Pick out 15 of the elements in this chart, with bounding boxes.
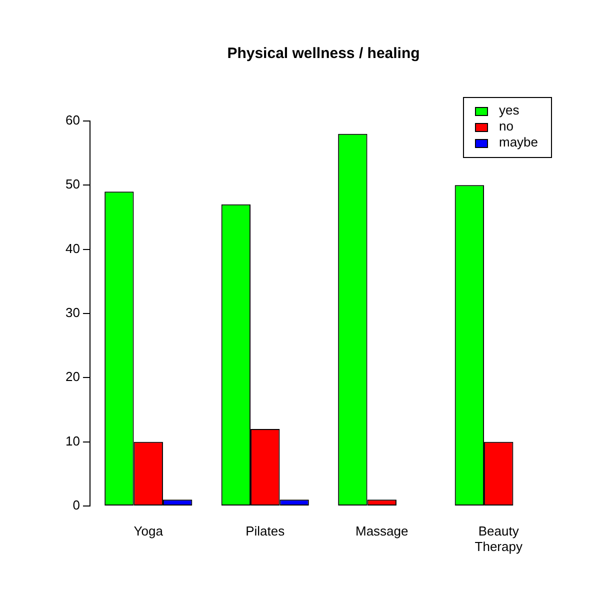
x-tick-label: Yoga	[134, 523, 164, 538]
y-tick-label: 60	[66, 112, 80, 128]
y-tick-label: 30	[66, 305, 80, 320]
y-tick-label: 10	[66, 433, 80, 448]
y-tick-label: 40	[66, 240, 80, 256]
chart-title: Physical wellness / healing	[227, 45, 420, 62]
legend-label: no	[499, 118, 514, 134]
x-tick-label: Beauty Therapy	[474, 523, 523, 554]
legend-label: maybe	[499, 134, 538, 150]
x-tick-label: Massage	[356, 523, 408, 538]
y-tick-label: 20	[66, 369, 80, 384]
y-tick-label: 0	[72, 498, 80, 513]
y-tick-label: 50	[66, 176, 80, 192]
legend-label: yes	[499, 102, 520, 118]
x-tick-label: Pilates	[246, 523, 286, 538]
